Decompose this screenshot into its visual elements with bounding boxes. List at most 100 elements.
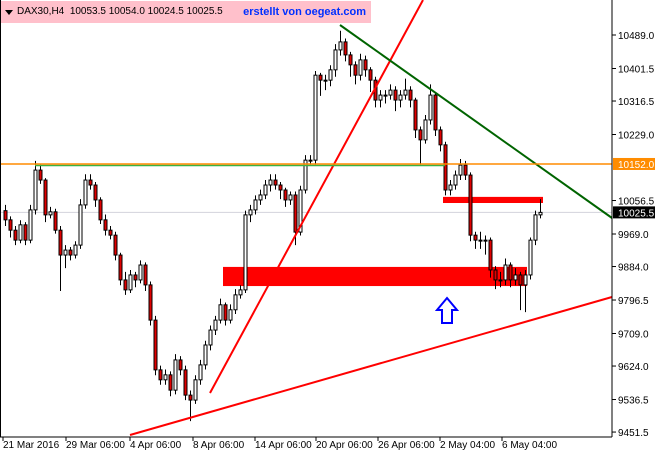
- candle: [33, 160, 38, 215]
- candle-body: [518, 274, 523, 286]
- candle: [153, 315, 158, 376]
- candle: [113, 231, 118, 261]
- candle: [303, 155, 308, 194]
- candle: [128, 269, 133, 293]
- x-tick-label: 6 May 04:00: [502, 440, 557, 451]
- candle: [218, 298, 223, 324]
- candle-body: [418, 129, 423, 141]
- candle-body: [118, 254, 123, 281]
- candle: [423, 114, 428, 144]
- candle-body: [358, 59, 363, 76]
- candle-body: [178, 359, 183, 371]
- candle-body: [268, 179, 273, 186]
- candle-body: [103, 219, 108, 231]
- supply-demand-zone[interactable]: [443, 196, 543, 204]
- candle-body: [458, 164, 463, 176]
- candle: [393, 86, 398, 112]
- candle-body: [38, 169, 43, 181]
- y-tick-label: 9796.5: [618, 296, 649, 307]
- candle-body: [463, 164, 468, 176]
- candle-body: [248, 209, 253, 216]
- candle-body: [128, 274, 133, 291]
- candle-body: [88, 179, 93, 186]
- candle-body: [453, 174, 458, 186]
- candle: [58, 225, 63, 292]
- candle-body: [293, 194, 298, 233]
- candle: [248, 204, 253, 223]
- x-tick-label: 4 Apr 06:00: [130, 440, 182, 451]
- candle-body: [433, 94, 438, 131]
- candle-body: [13, 229, 18, 241]
- candle: [323, 74, 328, 91]
- candle-body: [173, 359, 178, 391]
- support-trendline[interactable]: [129, 296, 613, 436]
- candle-body: [533, 214, 538, 241]
- y-tick-label: 9969.0: [618, 230, 649, 241]
- candle-body: [43, 179, 48, 216]
- candle: [343, 38, 348, 62]
- supply-demand-zone[interactable]: [223, 266, 527, 287]
- candle: [53, 208, 58, 234]
- candle-body: [423, 119, 428, 141]
- candle-body: [323, 79, 328, 82]
- steep-trendline[interactable]: [209, 0, 424, 394]
- candle: [163, 369, 168, 385]
- candle: [458, 158, 463, 181]
- candle: [328, 65, 333, 87]
- candle-body: [378, 94, 383, 101]
- candle: [268, 174, 273, 192]
- y-tick-label: 9884.0: [618, 263, 649, 274]
- candle: [263, 180, 268, 200]
- resistance-trendline[interactable]: [339, 24, 613, 219]
- candle-body: [233, 294, 238, 311]
- candle-body: [3, 210, 8, 221]
- candle: [313, 70, 318, 165]
- current-price-tag-label: 10025.5: [618, 208, 655, 219]
- candle-body: [243, 214, 248, 291]
- candle: [238, 285, 243, 299]
- candle-body: [498, 279, 503, 282]
- candle-body: [48, 211, 53, 216]
- candle-body: [338, 41, 343, 51]
- candle: [523, 269, 528, 313]
- candle-body: [303, 159, 308, 191]
- x-tick-label: 8 Apr 06:00: [193, 440, 245, 451]
- candle: [143, 262, 148, 292]
- candle-body: [328, 69, 333, 81]
- y-tick-label: 10056.5: [618, 197, 655, 208]
- candle-body: [318, 74, 323, 81]
- candle: [383, 90, 388, 104]
- dropdown-triangle-icon[interactable]: [5, 10, 13, 15]
- candle-body: [398, 94, 403, 101]
- candle: [23, 222, 28, 246]
- candle: [93, 181, 98, 207]
- candle: [448, 180, 453, 196]
- candle: [173, 354, 178, 395]
- candle-body: [508, 264, 513, 281]
- symbol-ohlc: DAX30,H4 10053.5 10054.0 10024.5 10025.5: [17, 1, 223, 23]
- candle: [98, 197, 103, 225]
- candle-body: [133, 274, 138, 281]
- candle-body: [348, 54, 353, 66]
- y-tick-label: 10316.5: [618, 97, 655, 108]
- candle: [528, 237, 533, 280]
- candle-body: [73, 244, 78, 256]
- candle-body: [493, 269, 498, 281]
- candle: [333, 44, 338, 77]
- candle-body: [83, 179, 88, 206]
- candle-body: [383, 94, 388, 97]
- candle-body: [153, 319, 158, 371]
- candle-body: [18, 224, 23, 241]
- candle-body: [218, 304, 223, 321]
- candle-body: [183, 369, 188, 396]
- candle: [308, 155, 313, 165]
- candle: [273, 174, 278, 190]
- candle-body: [313, 74, 318, 161]
- ohlc-values: 10053.5 10054.0 10024.5 10025.5: [69, 6, 223, 17]
- candle-body: [168, 374, 173, 391]
- candle-body: [63, 249, 68, 256]
- candle: [208, 325, 213, 351]
- candle-body: [288, 194, 293, 201]
- candle: [403, 78, 408, 100]
